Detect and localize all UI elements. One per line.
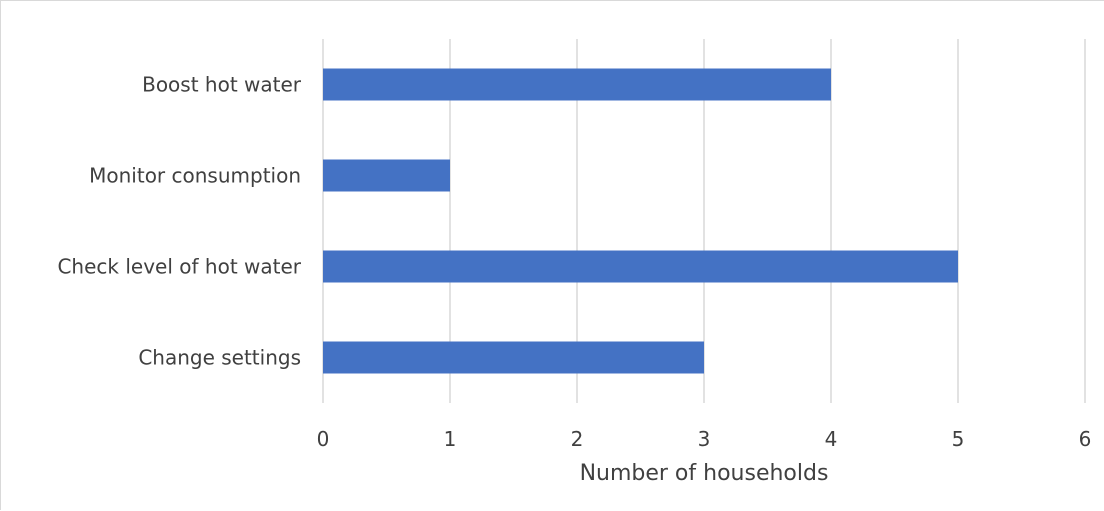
bar-change-settings	[323, 341, 704, 374]
x-tick-label: 0	[317, 427, 330, 451]
category-label: Monitor consumption	[89, 164, 301, 188]
bar-check-level-of-hot-water	[323, 250, 958, 283]
x-tick-labels: 0 1 2 3 4 5 6	[317, 427, 1092, 451]
bars	[323, 68, 958, 374]
x-axis-title: Number of households	[580, 461, 829, 486]
x-tick-label: 1	[444, 427, 457, 451]
x-tick-label: 5	[952, 427, 965, 451]
category-labels: Change settings Check level of hot water M…	[57, 73, 301, 370]
x-tick-label: 6	[1079, 427, 1092, 451]
x-tick-label: 3	[698, 427, 711, 451]
bar-monitor-consumption	[323, 159, 450, 192]
bar-boost-hot-water	[323, 68, 831, 101]
category-label: Change settings	[138, 346, 301, 370]
category-label: Check level of hot water	[57, 255, 301, 279]
category-label: Boost hot water	[142, 73, 302, 97]
x-tick-label: 4	[825, 427, 838, 451]
x-tick-label: 2	[571, 427, 584, 451]
